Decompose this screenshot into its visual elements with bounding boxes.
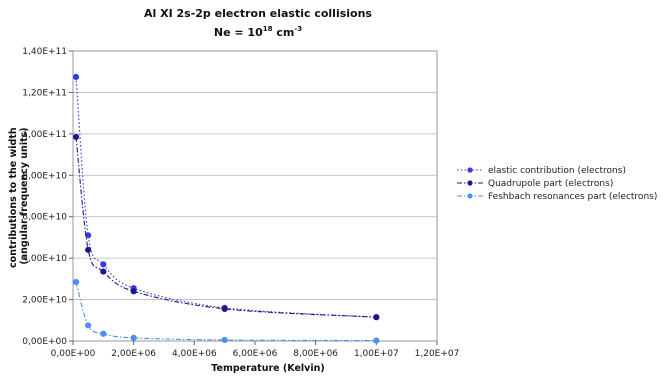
x-tick-label: 2,00E+06 (111, 349, 156, 359)
subtitle-unit-exponent: -3 (294, 25, 302, 33)
y-tick-label: 1,40E+11 (22, 47, 67, 57)
legend-label: Quadrupole part (electrons) (488, 179, 613, 189)
legend-label: elastic contribution (electrons) (488, 166, 626, 176)
y-tick-label: 2,00E+10 (22, 296, 67, 306)
legend-item: elastic contribution (electrons) (457, 166, 626, 176)
legend-marker (467, 167, 473, 173)
chart-subtitle: Ne = 1018 cm-3 (214, 25, 302, 39)
legend-label: Feshbach resonances part (electrons) (488, 192, 657, 202)
subtitle-exponent: 18 (263, 25, 273, 33)
y-tick-label: 1,00E+11 (22, 130, 67, 140)
y-axis-title: contributions to the width (angular freq… (8, 124, 30, 268)
x-tick-label: 4,00E+06 (172, 349, 217, 359)
legend-marker (467, 193, 473, 199)
y-tick-label: 0,00E+00 (22, 337, 67, 347)
x-tick-label: 0,00E+00 (51, 349, 96, 359)
x-tick-label: 8,00E+06 (293, 349, 338, 359)
series-2 (72, 133, 380, 321)
series-layer (72, 73, 380, 344)
y-tick-label: 6,00E+10 (22, 213, 67, 223)
data-point (72, 133, 80, 141)
series-3 (72, 278, 380, 344)
legend-item: Feshbach resonances part (electrons) (457, 192, 657, 202)
x-axis-title: Temperature (Kelvin) (211, 363, 324, 374)
data-point (221, 305, 228, 312)
data-point (221, 336, 228, 344)
data-point (85, 246, 92, 253)
data-point (373, 314, 380, 321)
data-point (373, 337, 380, 344)
series-1 (72, 73, 380, 321)
subtitle-prefix: Ne = 10 (214, 26, 263, 39)
y-axis-title-line-2: (angular frequency units) (19, 127, 30, 264)
axes-layer: 0,00E+00 2,00E+10 4,00E+10 6,00E+10 8,00E+10… (22, 47, 459, 359)
legend-item: Quadrupole part (electrons) (457, 179, 613, 189)
y-axis-title-line-1: contributions to the width (8, 127, 19, 268)
data-point (100, 268, 107, 275)
x-tick-label: 6,00E+06 (233, 349, 278, 359)
grid-layer (73, 92, 437, 300)
series-line (75, 76, 377, 318)
y-tick-label: 8,00E+10 (22, 171, 67, 181)
data-point (85, 322, 92, 329)
subtitle-unit: cm (273, 26, 295, 39)
x-tick-label: 1,00E+07 (354, 349, 399, 359)
x-tick-label: 1,20E+07 (415, 349, 460, 359)
y-tick-label: 1,20E+11 (22, 88, 67, 98)
legend-marker (467, 180, 473, 186)
data-point (100, 261, 107, 268)
y-tick-label: 4,00E+10 (22, 254, 67, 264)
data-point (72, 73, 80, 80)
data-point (130, 288, 137, 295)
legend: elastic contribution (electrons) Quadrupo… (457, 166, 657, 202)
series-line (75, 136, 377, 318)
plot-area-frame (72, 50, 438, 342)
data-point (100, 330, 107, 337)
chart-title: Al XI 2s-2p electron elastic collisions (144, 7, 372, 20)
data-point (72, 278, 80, 286)
data-point (130, 334, 137, 341)
